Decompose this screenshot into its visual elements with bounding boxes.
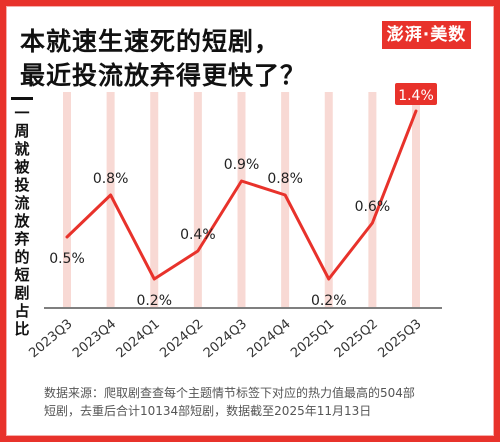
category-stripe-2023q3 (63, 92, 71, 307)
highlight-label-background (395, 83, 437, 105)
data-label-2025q3: 1.4% (398, 88, 434, 104)
x-tick-2023q4: 2023Q4 (70, 317, 119, 362)
x-tick-2025q3: 2025Q3 (375, 317, 424, 362)
chart-title-line-2: 最近投流放弃得更快了？ (20, 61, 307, 90)
x-tick-2025q1: 2025Q1 (288, 317, 337, 362)
source-note-line-1: 数据来源：爬取剧查查每个主题情节标签下对应的热力值最高的504部 (44, 386, 415, 400)
category-stripe-2024q4 (281, 92, 290, 307)
data-labels: 0.5% 0.8% 0.2% 0.4% 0.9% 0.8% 0.2% 0.6% 1.4% (49, 83, 437, 309)
x-tick-2023q3: 2023Q3 (26, 317, 75, 362)
category-stripe-2024q1 (150, 92, 159, 307)
category-stripe-2023q4 (106, 92, 115, 307)
x-tick-labels: 2023Q32023Q42024Q12024Q22024Q32024Q42025… (26, 317, 424, 362)
category-stripe-2024q2 (193, 92, 202, 307)
chart-title-line-1: 本就速生速死的短剧， (20, 27, 281, 56)
data-label-2023q3: 0.5% (49, 251, 85, 267)
data-label-2025q1: 0.2% (311, 293, 347, 309)
data-label-2024q3: 0.9% (224, 157, 260, 173)
data-label-2025q2: 0.6% (355, 199, 391, 215)
publisher-logo: 澎湃·美数课 (382, 21, 471, 73)
source-note: 数据来源：爬取剧查查每个主题情节标签下对应的热力值最高的504部 短剧，去重后合… (44, 384, 464, 420)
data-label-2024q4: 0.8% (267, 171, 303, 187)
category-stripe-2025q3 (412, 92, 420, 307)
data-label-2024q2: 0.4% (180, 227, 216, 243)
y-axis-label: 一周就被投流放弃的短剧占比 (14, 104, 30, 338)
background-stripes (63, 92, 420, 307)
category-stripe-2024q3 (237, 92, 246, 307)
y-axis-label-bar (11, 97, 33, 100)
x-tick-2024q4: 2024Q4 (245, 317, 294, 362)
x-tick-2024q2: 2024Q2 (157, 317, 206, 362)
series-line (65, 109, 418, 281)
x-tick-2024q3: 2024Q3 (201, 317, 250, 362)
source-note-line-2: 短剧，去重后合计10134部短剧，数据截至2025年11月13日 (44, 404, 372, 418)
category-stripe-2025q1 (324, 92, 333, 307)
data-label-2023q4: 0.8% (93, 171, 129, 187)
category-stripe-2025q2 (368, 92, 377, 307)
x-tick-2024q1: 2024Q1 (114, 317, 163, 362)
data-label-2024q1: 0.2% (136, 293, 172, 309)
x-tick-2025q2: 2025Q2 (332, 317, 381, 362)
